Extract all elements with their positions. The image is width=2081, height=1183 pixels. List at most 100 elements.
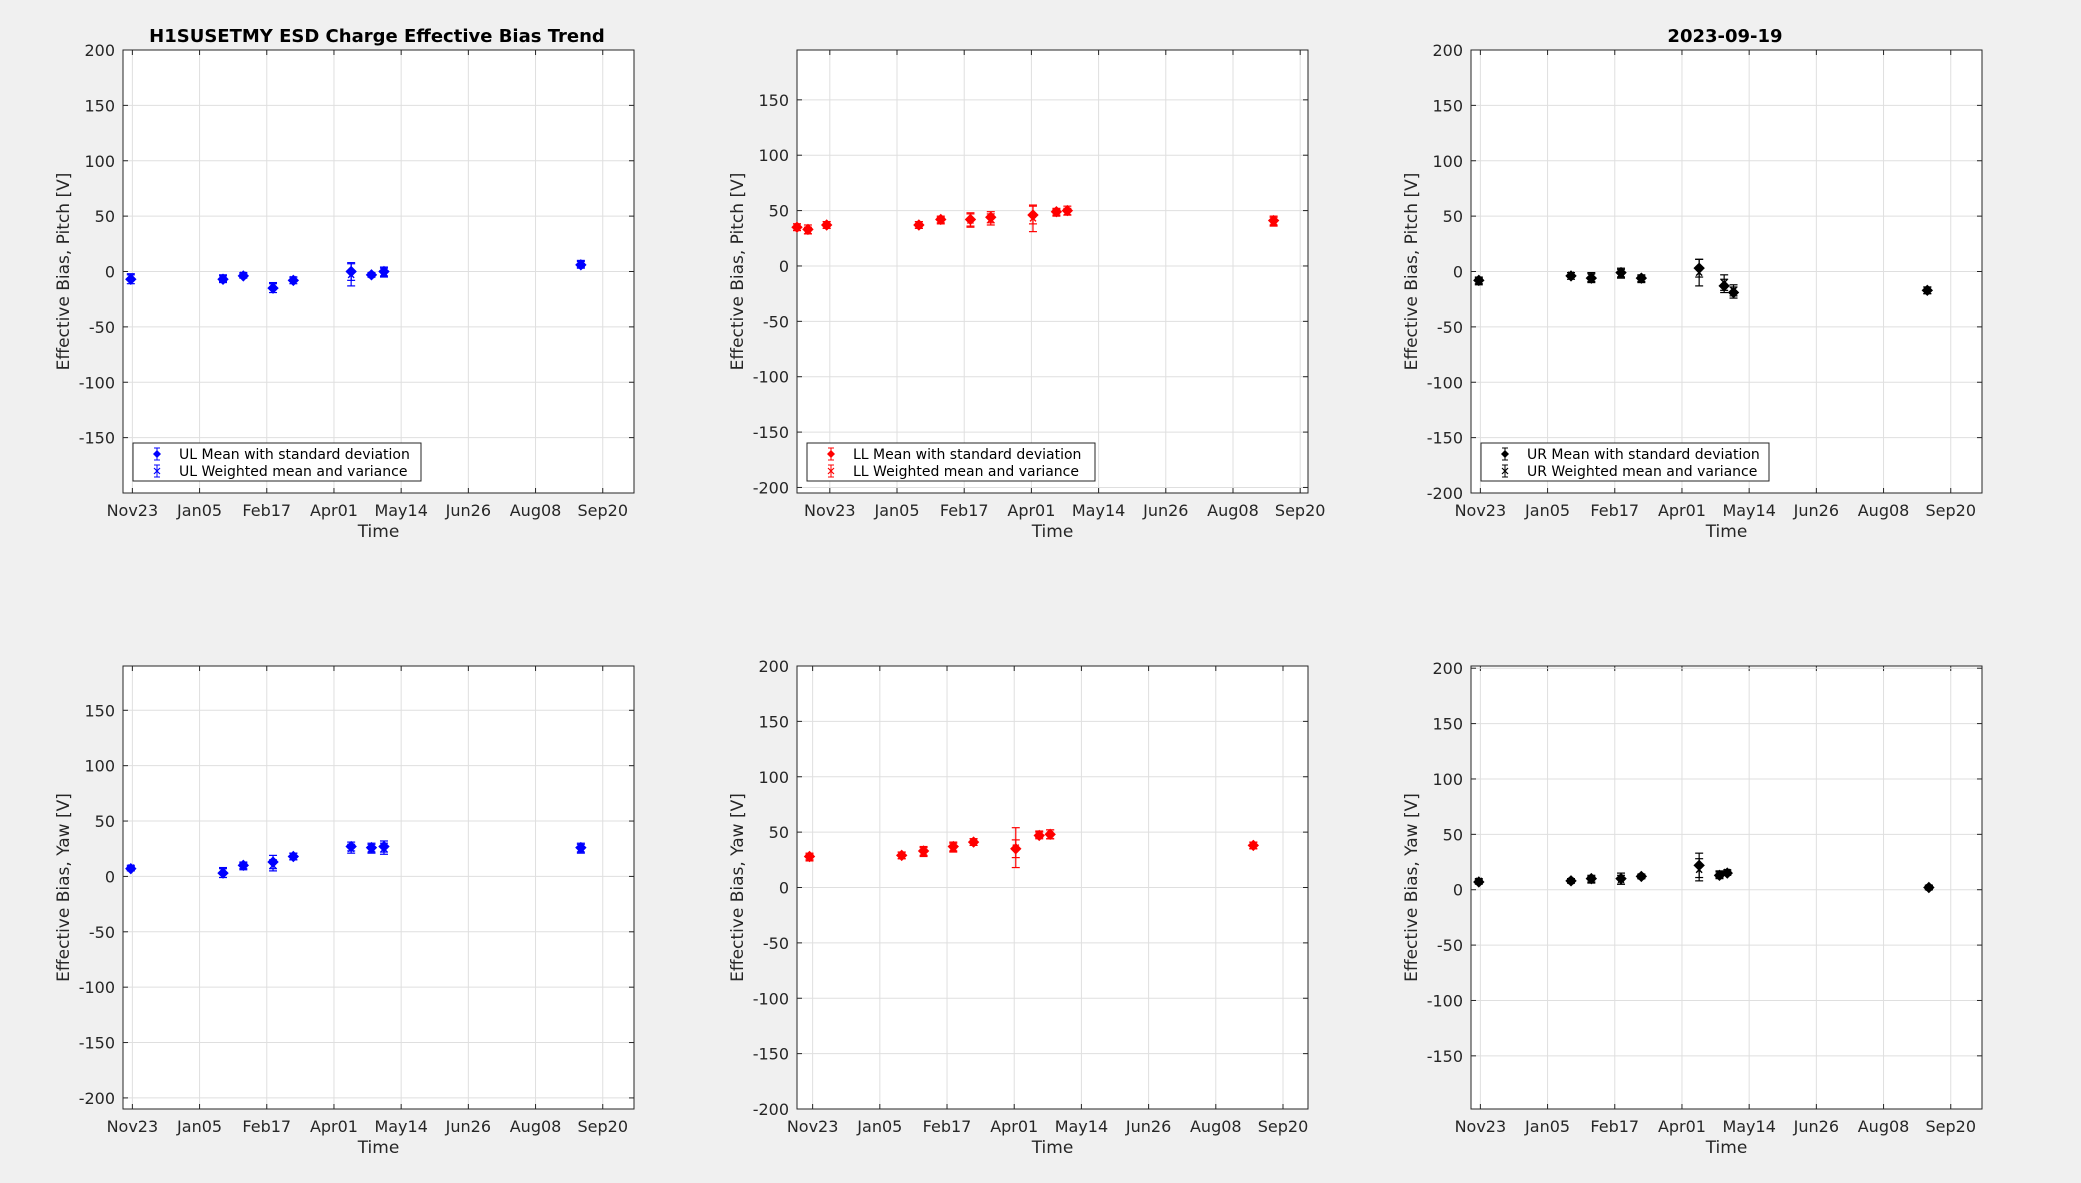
data-point xyxy=(1475,877,1483,885)
y-tick-label: 50 xyxy=(769,823,789,842)
chart-panel-LL-pitch: Nov23 Jan05 Feb17 Apr01 May14 Jun26 Aug08 Sep20… xyxy=(728,49,1325,542)
y-tick-label: 200 xyxy=(1432,659,1463,678)
data-point xyxy=(966,217,974,225)
y-tick-label: -150 xyxy=(753,423,789,442)
x-tick-label: Feb17 xyxy=(242,501,291,520)
data-point xyxy=(1925,884,1933,891)
data-point xyxy=(1637,872,1645,880)
chart-panels: Nov23 Jan05 Feb17 Apr01 May14 Jun26 Aug08 Sep20… xyxy=(54,41,1983,1158)
legend-marker xyxy=(827,467,835,475)
legend-box xyxy=(806,442,1096,482)
data-point xyxy=(127,273,135,281)
x-tick-label: Feb17 xyxy=(940,501,989,520)
series-weighted xyxy=(805,827,1258,869)
data-point xyxy=(1923,286,1931,294)
y-tick-label: -100 xyxy=(79,373,115,392)
data-point xyxy=(347,845,355,853)
data-point xyxy=(1035,830,1043,838)
data-point xyxy=(1695,269,1703,277)
data-point xyxy=(1715,870,1723,878)
data-point xyxy=(1475,277,1483,285)
legend-label: UR Weighted mean and variance xyxy=(1527,464,1757,480)
data-point xyxy=(577,260,585,268)
x-tick-label: Jun26 xyxy=(1125,1117,1171,1136)
legend-marker xyxy=(1501,467,1509,475)
axes-box xyxy=(122,49,635,494)
data-point xyxy=(804,227,812,235)
y-tick-label: 150 xyxy=(1432,96,1463,115)
data-point xyxy=(1270,218,1278,226)
x-tick-label: Nov23 xyxy=(1455,1117,1507,1136)
x-tick-label: Nov23 xyxy=(787,1117,839,1136)
chart-panel-LL-yaw: Nov23 Jan05 Feb17 Apr01 May14 Jun26 Aug08 Sep20… xyxy=(728,657,1309,1158)
legend-marker xyxy=(153,450,161,458)
figure-date: 2023-09-19 xyxy=(1667,26,1782,47)
y-axis-label: Effective Bias, Pitch [V] xyxy=(1402,173,1422,371)
y-tick-label: 50 xyxy=(95,812,115,831)
axes-box xyxy=(796,49,1309,494)
y-tick-label: 200 xyxy=(84,41,115,60)
x-tick-label: Sep20 xyxy=(1925,501,1976,520)
data-point xyxy=(1617,270,1625,278)
plot-area xyxy=(797,50,1308,493)
y-tick-label: 100 xyxy=(1432,152,1463,171)
data-point xyxy=(367,271,375,279)
y-tick-label: 150 xyxy=(758,712,789,731)
chart-panel-UR-yaw: Nov23 Jan05 Feb17 Apr01 May14 Jun26 Aug08 Sep20… xyxy=(1402,659,1983,1158)
y-tick-label: 100 xyxy=(84,152,115,171)
data-point xyxy=(219,274,227,282)
y-tick-label: 150 xyxy=(758,91,789,110)
data-point xyxy=(577,845,585,853)
data-point xyxy=(380,269,388,277)
x-tick-label: Aug08 xyxy=(1207,501,1259,520)
x-tick-label: Aug08 xyxy=(1858,1117,1910,1136)
x-axis-label: Time xyxy=(1705,522,1748,542)
y-tick-label: -150 xyxy=(1427,429,1463,448)
data-point xyxy=(1029,214,1037,222)
x-axis-label: Time xyxy=(357,522,400,542)
x-tick-label: May14 xyxy=(1055,1117,1108,1136)
y-tick-label: -100 xyxy=(753,989,789,1008)
data-point xyxy=(970,838,978,846)
y-tick-label: -100 xyxy=(1427,991,1463,1010)
data-point xyxy=(1720,279,1728,287)
y-tick-label: -200 xyxy=(753,1100,789,1119)
data-point xyxy=(920,848,928,856)
x-axis-label: Time xyxy=(1031,522,1074,542)
data-point xyxy=(949,844,957,852)
y-tick-label: 150 xyxy=(1432,715,1463,734)
data-point xyxy=(1249,841,1257,849)
x-tick-label: May14 xyxy=(1722,1117,1775,1136)
y-tick-label: -50 xyxy=(89,923,115,942)
x-axis-label: Time xyxy=(357,1138,400,1158)
x-tick-label: Sep20 xyxy=(1925,1117,1976,1136)
plot-area xyxy=(1471,666,1982,1109)
series-weighted xyxy=(1474,258,1932,297)
y-tick-label: -50 xyxy=(89,318,115,337)
x-tick-label: Apr01 xyxy=(1658,1117,1706,1136)
data-point xyxy=(898,851,906,859)
y-tick-label: -200 xyxy=(79,1089,115,1108)
data-point xyxy=(289,852,297,860)
y-axis-label: Effective Bias, Yaw [V] xyxy=(1402,793,1422,982)
legend-label: UL Weighted mean and variance xyxy=(179,464,407,480)
data-point xyxy=(239,862,247,870)
y-tick-label: 0 xyxy=(779,257,789,276)
chart-panel-UR-pitch: Nov23 Jan05 Feb17 Apr01 May14 Jun26 Aug08 Sep20… xyxy=(1402,41,1983,542)
data-point xyxy=(1587,876,1595,884)
chart-panel-UL-yaw: Nov23 Jan05 Feb17 Apr01 May14 Jun26 Aug08 Sep20… xyxy=(54,665,635,1158)
legend-label: LL Weighted mean and variance xyxy=(853,464,1079,480)
x-tick-label: Jun26 xyxy=(1793,1117,1839,1136)
data-point xyxy=(367,845,375,853)
x-tick-label: Jan05 xyxy=(176,1117,222,1136)
legend-label: UL Mean with standard deviation xyxy=(179,447,410,463)
x-tick-label: Jun26 xyxy=(1142,501,1188,520)
y-tick-label: -150 xyxy=(1427,1047,1463,1066)
data-point xyxy=(347,271,355,279)
y-axis-label: Effective Bias, Pitch [V] xyxy=(728,173,748,371)
y-tick-label: -150 xyxy=(79,429,115,448)
y-tick-label: 100 xyxy=(758,768,789,787)
y-tick-label: 100 xyxy=(1432,770,1463,789)
y-tick-label: -100 xyxy=(753,368,789,387)
